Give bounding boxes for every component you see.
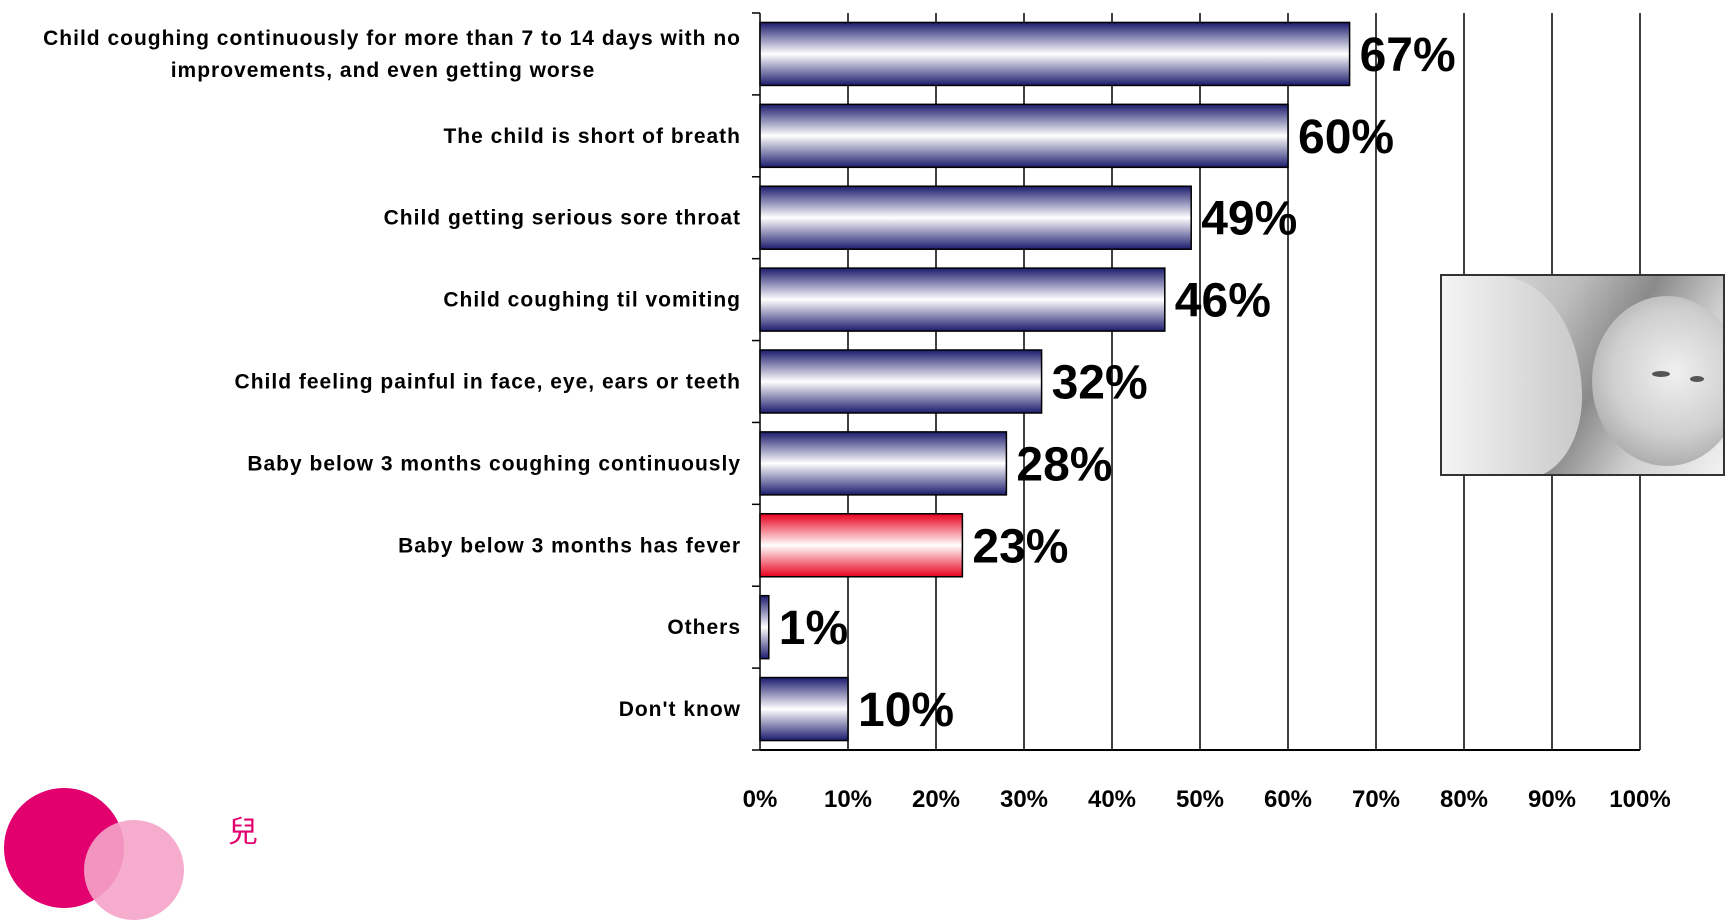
category-label: Child coughing til vomiting — [443, 289, 741, 312]
category-labels: Child coughing continuously for more tha… — [43, 27, 741, 721]
value-label: 10% — [858, 684, 954, 737]
category-label: Child getting serious sore throat — [384, 207, 741, 230]
category-label: Others — [667, 616, 741, 639]
x-tick-label: 100% — [1609, 786, 1670, 813]
value-label: 28% — [1016, 438, 1112, 491]
value-label: 23% — [972, 520, 1068, 573]
category-label: The child is short of breath — [443, 125, 741, 148]
bar — [759, 594, 770, 660]
x-tick-label: 90% — [1528, 786, 1576, 813]
x-tick-label: 60% — [1264, 786, 1312, 813]
category-label: improvements, and even getting worse — [171, 59, 596, 82]
x-tick-label: 0% — [743, 786, 778, 813]
value-label: 1% — [779, 602, 848, 655]
category-label: Don't know — [619, 698, 741, 721]
value-label: 49% — [1201, 193, 1297, 246]
bar — [759, 513, 964, 578]
value-label: 46% — [1175, 275, 1271, 328]
x-tick-label: 50% — [1176, 786, 1224, 813]
category-label: Child coughing continuously for more tha… — [43, 27, 741, 50]
value-label: 60% — [1298, 111, 1394, 164]
x-tick-label: 10% — [824, 786, 872, 813]
value-label: 67% — [1360, 29, 1456, 82]
x-tick-label: 30% — [1000, 786, 1048, 813]
x-tick-label: 20% — [912, 786, 960, 813]
x-axis-ticks: 0% 10% 20% 30% 40% 50% 60% 70% 80% 90% 100% — [743, 786, 1671, 813]
x-tick-label: 80% — [1440, 786, 1488, 813]
category-label: Baby below 3 months has fever — [398, 534, 741, 557]
bar — [759, 103, 1289, 169]
x-tick-label: 70% — [1352, 786, 1400, 813]
category-label: Child feeling painful in face, eye, ears… — [235, 371, 741, 394]
child-photo-icon — [1440, 274, 1725, 476]
x-tick-label: 40% — [1088, 786, 1136, 813]
value-label: 32% — [1052, 357, 1148, 410]
bar — [759, 349, 1043, 414]
bars — [759, 21, 1351, 742]
pink-circles-logo-icon — [0, 785, 200, 920]
category-label: Baby below 3 months coughing continuousl… — [247, 452, 741, 475]
value-labels: 67% 60%49% 46% 32% 28% 23% 1%10% — [779, 29, 1456, 737]
bar — [759, 21, 1351, 87]
bar — [759, 185, 1192, 250]
bar — [759, 431, 1008, 496]
bar-chart: Child coughing continuously for more tha… — [43, 12, 1671, 813]
bar — [759, 676, 849, 742]
bar — [759, 267, 1166, 332]
brand-text: 兒 — [228, 815, 258, 850]
